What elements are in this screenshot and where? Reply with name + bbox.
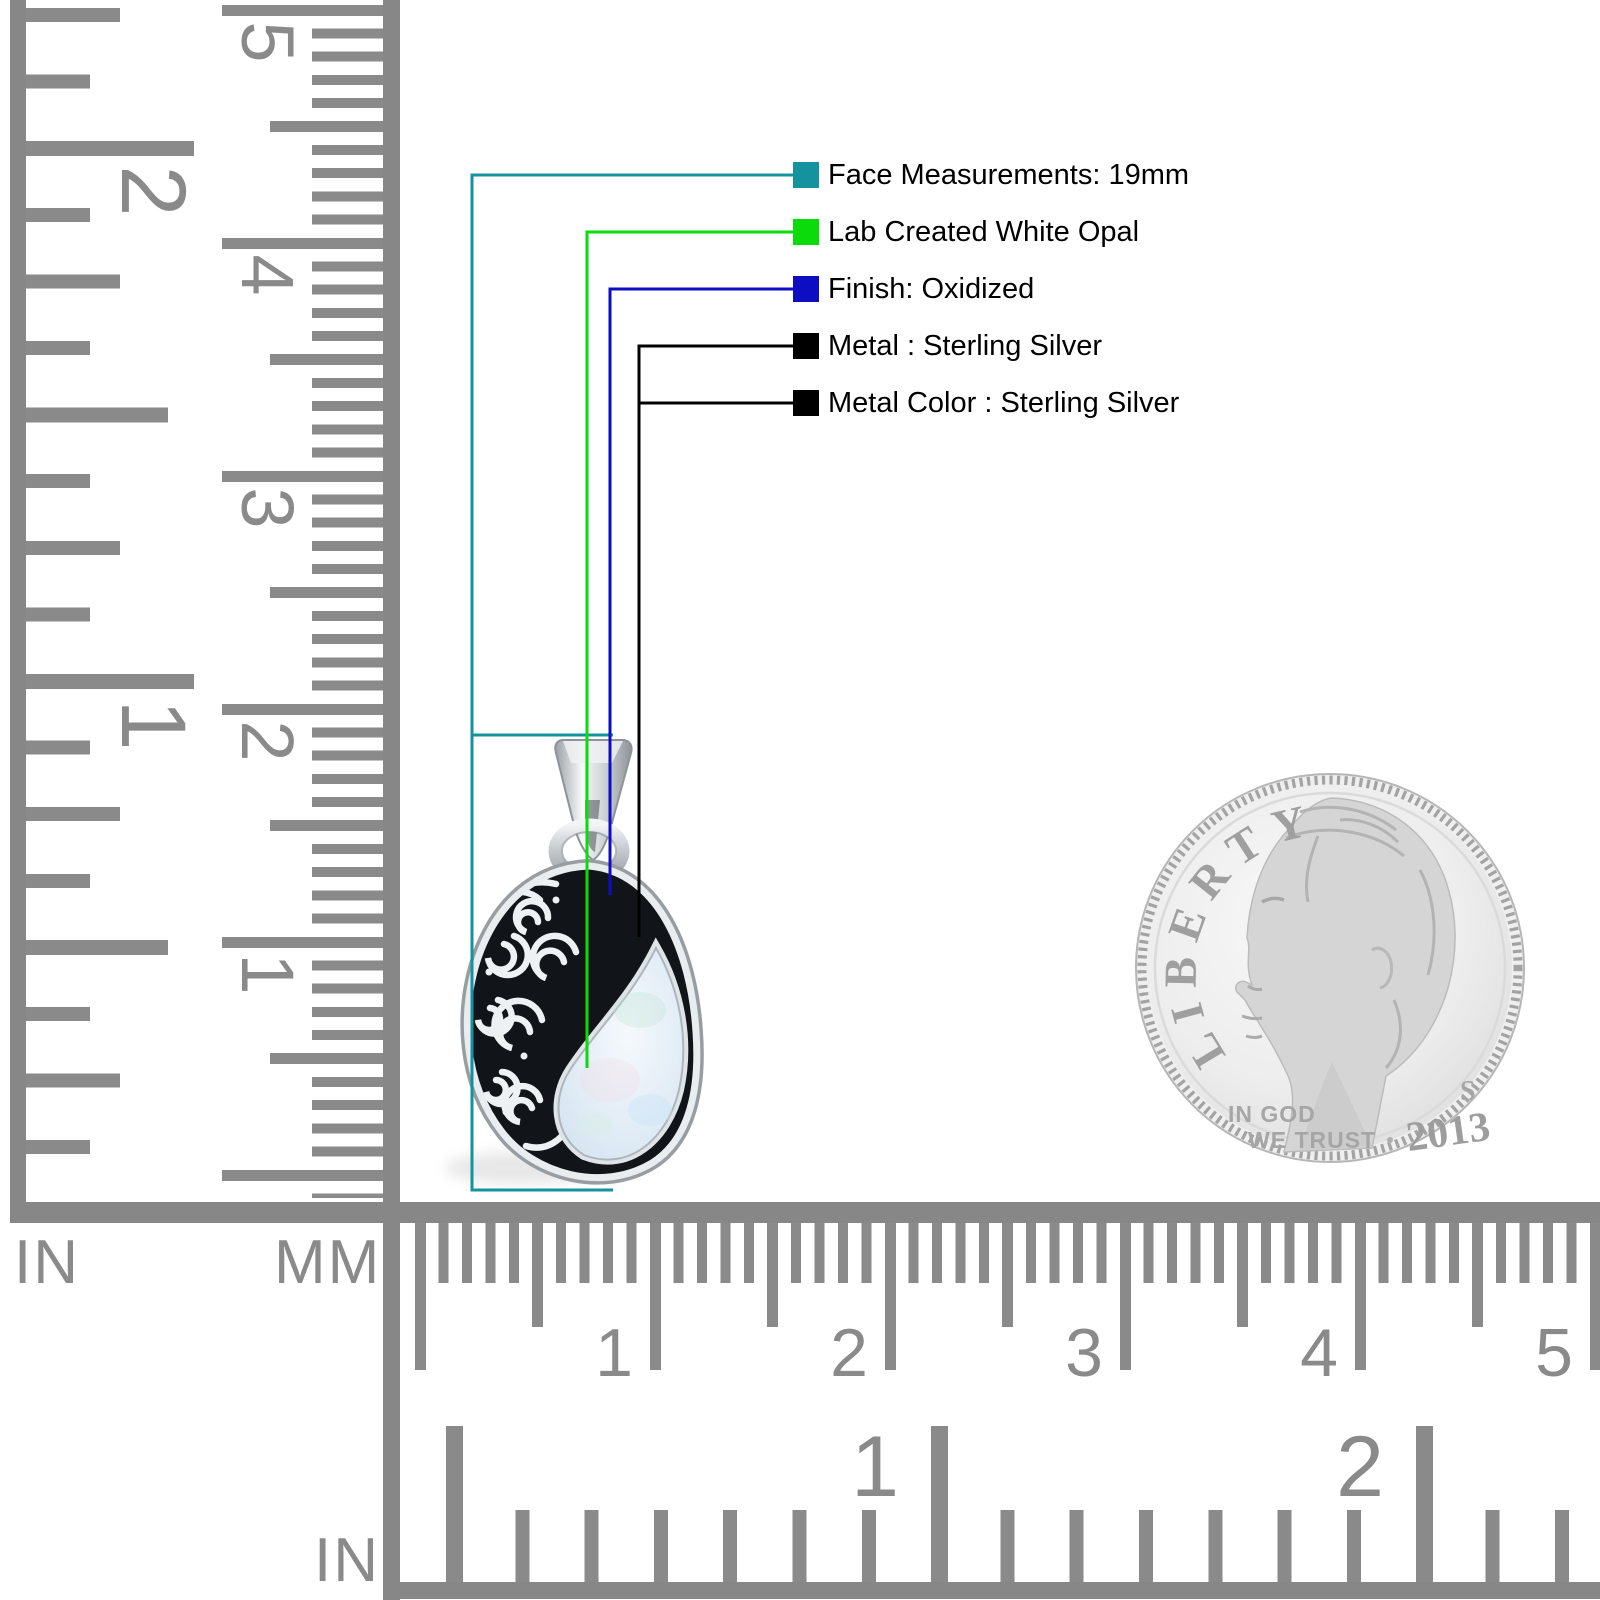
opal-color-patches bbox=[577, 992, 672, 1137]
filigree-scroll bbox=[484, 932, 532, 979]
coin-designer-initials-mark bbox=[1387, 1137, 1393, 1143]
pendant-filigree-scrolls bbox=[474, 879, 580, 1151]
v-ruler-mm-label: MM bbox=[274, 1228, 382, 1297]
annotation-label: Metal Color : Sterling Silver bbox=[828, 386, 1180, 419]
coin-motto-line2: WE TRUST bbox=[1248, 1127, 1376, 1153]
filigree-dot bbox=[520, 1052, 528, 1060]
vertical-cm-ticks bbox=[222, 5, 383, 1183]
coin-motto-line1: IN GOD bbox=[1228, 1101, 1316, 1127]
annotation-swatch bbox=[793, 162, 819, 188]
h-ruler-cm-number-5: 5 bbox=[1535, 1315, 1573, 1391]
annotation-row-opal: Lab Created White Opal bbox=[793, 214, 1139, 250]
h-ruler-inch-number-2: 2 bbox=[1336, 1419, 1384, 1515]
pendant-teardrop-bevel-highlight bbox=[463, 862, 701, 1182]
roosevelt-eye bbox=[1261, 896, 1285, 904]
filigree-dot bbox=[485, 968, 493, 976]
v-ruler-inch-label: IN bbox=[14, 1228, 80, 1297]
annotation-label: Face Measurements: 19mm bbox=[828, 158, 1190, 191]
roosevelt-lips bbox=[1241, 1014, 1263, 1039]
annotation-label: Finish: Oxidized bbox=[828, 272, 1035, 305]
h-ruler-cm-number-2: 2 bbox=[830, 1315, 868, 1391]
h-ruler-cm-number-4: 4 bbox=[1300, 1315, 1338, 1391]
horizontal-inch-whole-ticks bbox=[446, 1426, 1600, 1582]
filigree-scroll bbox=[474, 996, 515, 1037]
pendant-illustration bbox=[445, 739, 704, 1185]
filigree-scroll bbox=[512, 897, 552, 936]
annotation-row-face-measurement: Face Measurements: 19mm bbox=[793, 157, 1189, 193]
filigree-scroll bbox=[491, 997, 546, 1052]
dime-coin: LIBERTY IN GOD WE TRUST 2013 S bbox=[1135, 773, 1525, 1163]
annotation-swatch bbox=[793, 390, 819, 416]
leader-line-face-measurement bbox=[470, 173, 808, 1192]
vertical-inch-whole-ticks bbox=[26, 141, 194, 1203]
coin-reeded-edge bbox=[1137, 775, 1523, 1161]
roosevelt-nostril bbox=[1247, 984, 1263, 992]
roosevelt-profile bbox=[1234, 797, 1456, 1153]
filigree-dot bbox=[552, 896, 560, 904]
filigree-vine bbox=[522, 1132, 566, 1151]
annotation-swatch bbox=[793, 276, 819, 302]
filigree-dot bbox=[502, 1108, 510, 1116]
coin-mint-mark: S bbox=[1460, 1076, 1476, 1107]
annotation-swatch bbox=[793, 219, 819, 245]
annotation-row-finish: Finish: Oxidized bbox=[793, 271, 1034, 307]
horizontal-cm-ticks bbox=[415, 1223, 1600, 1370]
annotation-label: Lab Created White Opal bbox=[828, 215, 1140, 248]
pendant-opal bbox=[557, 945, 685, 1161]
vertical-ruler-left-bar bbox=[10, 0, 26, 1221]
pendant-bail-top-facet bbox=[563, 741, 623, 763]
ruler-corner-horizontal-bar bbox=[10, 1202, 1600, 1223]
leader-line-opal bbox=[585, 230, 808, 1068]
h-ruler-inch-label: IN bbox=[314, 1526, 380, 1595]
annotation-row-metal-color: Metal Color : Sterling Silver bbox=[793, 385, 1179, 421]
h-ruler-cm-number-3: 3 bbox=[1065, 1315, 1103, 1391]
roosevelt-neck-shadow bbox=[1300, 1062, 1372, 1150]
h-ruler-inch-number-1: 1 bbox=[851, 1419, 899, 1515]
filigree-scroll bbox=[529, 932, 580, 982]
roosevelt-ear bbox=[1371, 946, 1394, 990]
h-ruler-cm-number-1: 1 bbox=[595, 1315, 633, 1391]
roosevelt-hair-strokes bbox=[1285, 805, 1436, 1069]
leader-line-metal bbox=[637, 344, 808, 937]
horizontal-ruler-bottom-bar bbox=[400, 1582, 1600, 1599]
filigree-scroll bbox=[501, 1082, 544, 1126]
annotation-row-metal: Metal : Sterling Silver bbox=[793, 328, 1102, 364]
annotation-label: Metal : Sterling Silver bbox=[828, 329, 1102, 362]
leader-line-finish bbox=[608, 287, 808, 895]
annotation-swatch bbox=[793, 333, 819, 359]
ruler-spine-vertical-bar bbox=[383, 0, 400, 1600]
